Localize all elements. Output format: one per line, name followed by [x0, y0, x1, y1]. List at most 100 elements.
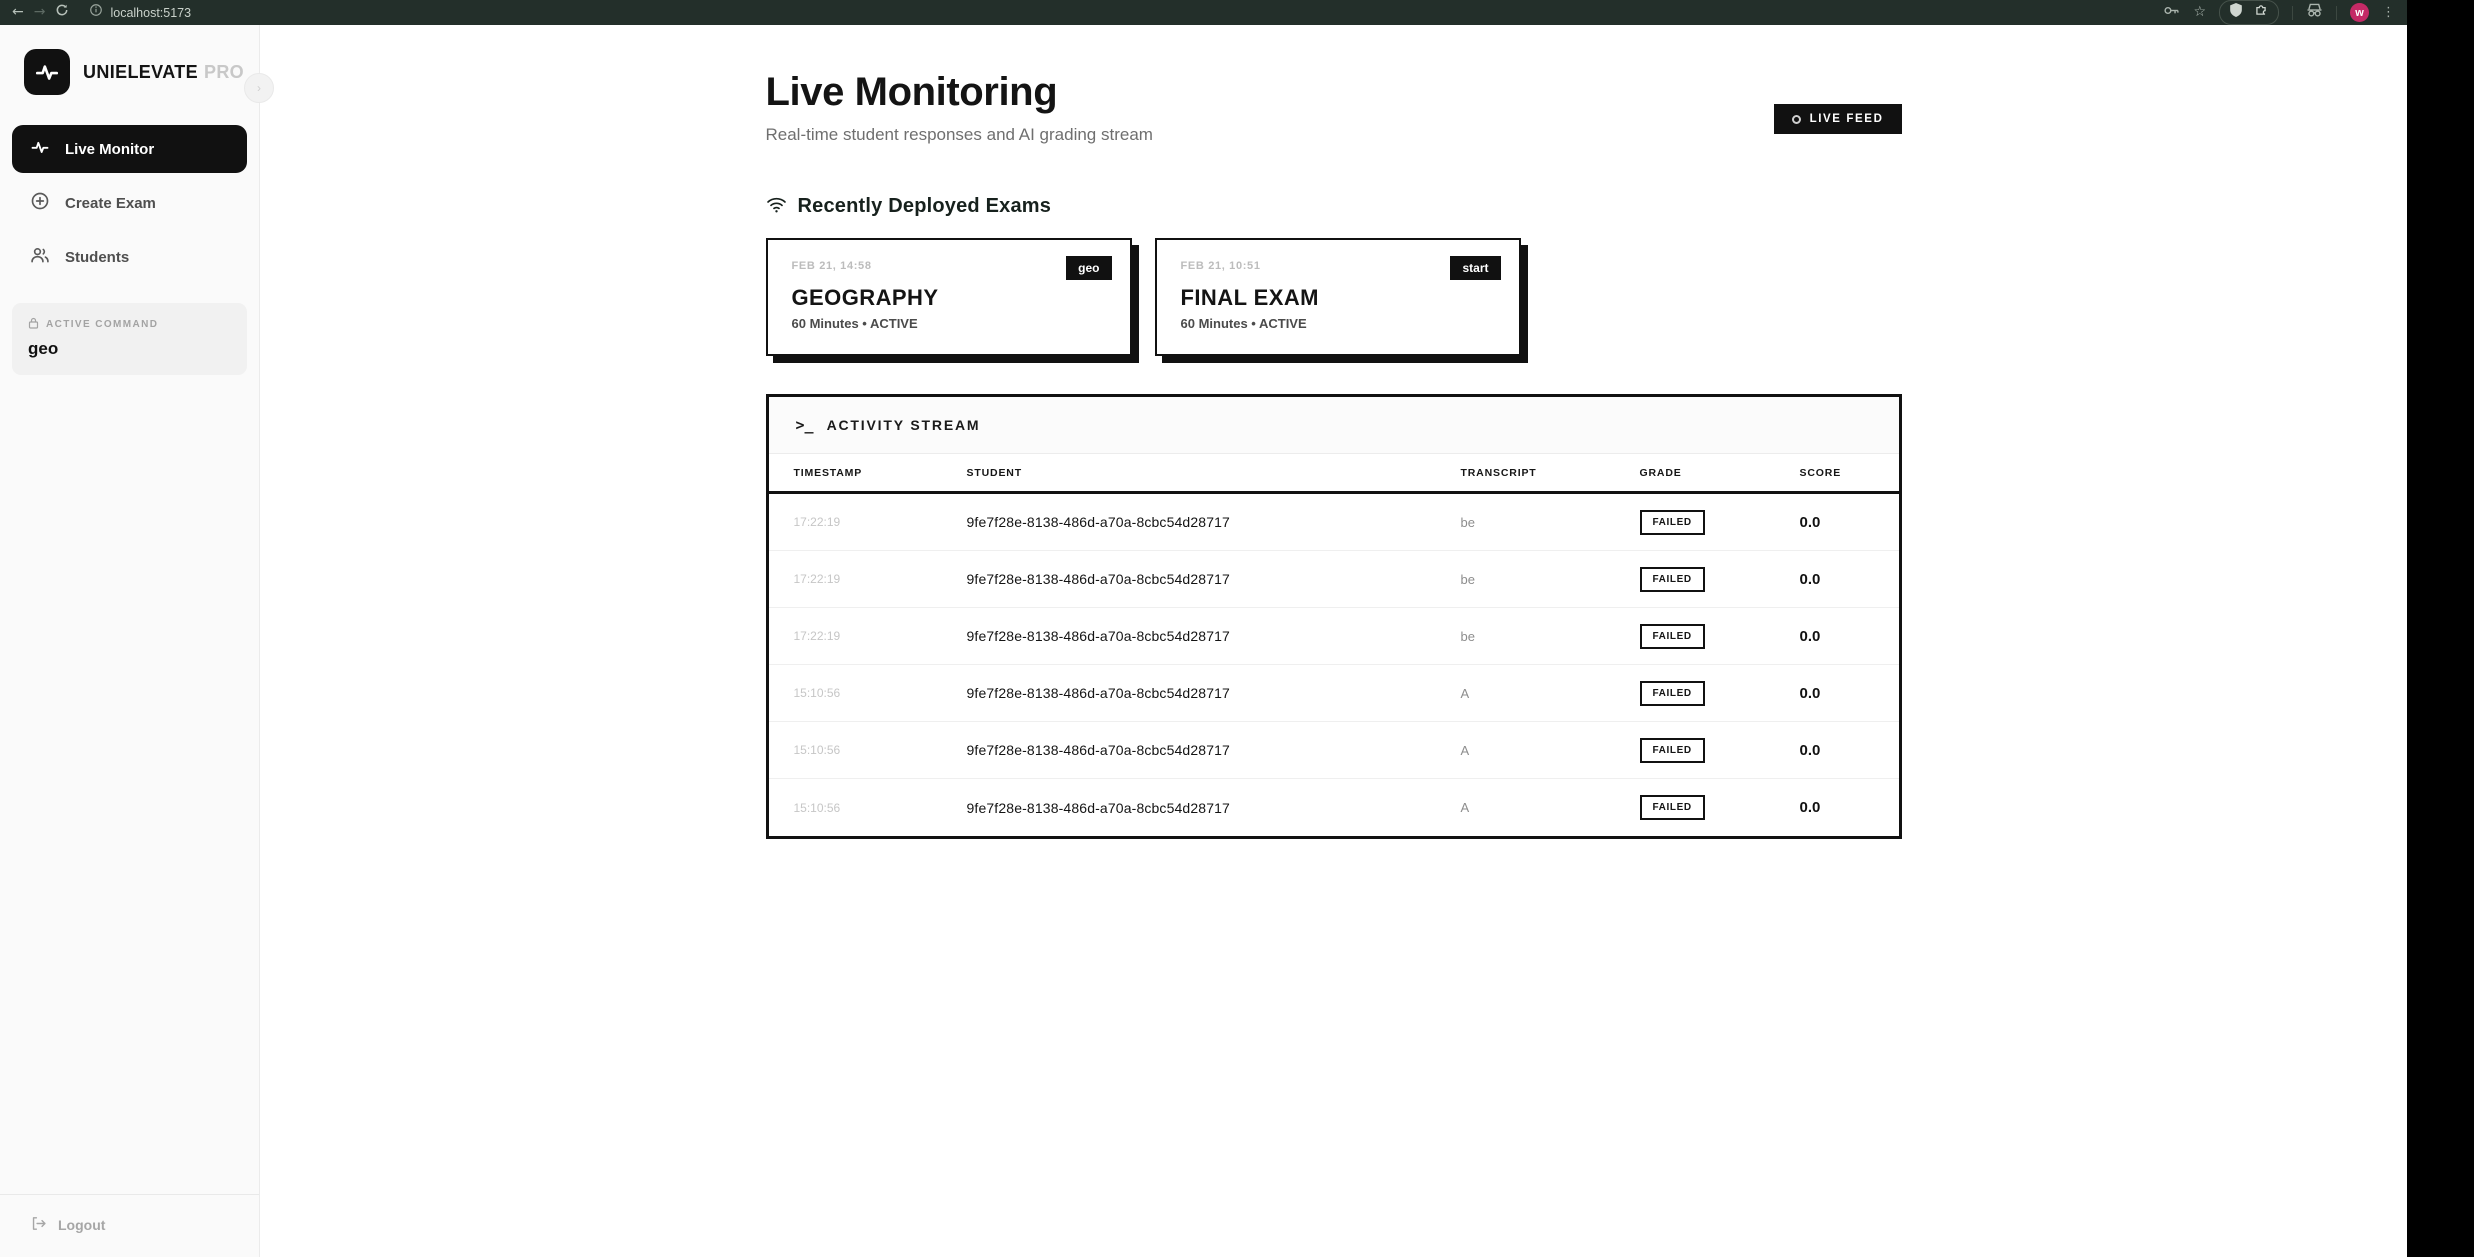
activity-stream-title: ACTIVITY STREAM [826, 417, 981, 433]
shield-icon[interactable] [2230, 3, 2242, 22]
wifi-icon [766, 196, 787, 218]
page-title: Live Monitoring [765, 70, 1058, 114]
logout-button[interactable]: Logout [0, 1194, 259, 1257]
refresh-icon[interactable] [55, 3, 69, 22]
logout-icon [30, 1215, 47, 1235]
brand-suffix: PRO [203, 61, 245, 82]
table-header-row: TIMESTAMP STUDENT TRANSCRIPT GRADE SCORE [768, 454, 1899, 494]
table-row[interactable]: 17:22:19 9fe7f28e-8138-486d-a70a-8cbc54d… [768, 551, 1899, 608]
sidebar-nav: Live Monitor Create Exam [12, 125, 247, 281]
grade-badge: FAILED [1639, 566, 1705, 592]
exam-date: FEB 21, 10:51 [1180, 260, 1261, 272]
browser-toolbar: ← → localhost:5173 ☆ [0, 0, 2407, 25]
grade-badge: FAILED [1639, 737, 1705, 763]
sidebar-collapse-button[interactable]: › [244, 73, 274, 103]
extensions-icon[interactable] [2254, 3, 2268, 22]
brand-name: UNIELEVATE PRO [83, 61, 245, 82]
pulse-icon [30, 137, 50, 161]
plus-circle-icon [30, 191, 50, 215]
sidebar-item-students[interactable]: Students [12, 233, 247, 281]
browser-menu-icon[interactable]: ⋮ [2382, 5, 2395, 20]
column-header-grade: GRADE [1639, 466, 1682, 479]
exam-date: FEB 21, 14:58 [791, 260, 872, 272]
active-command-value: geo [28, 339, 59, 358]
cell-timestamp: 17:22:19 [793, 572, 841, 586]
lock-icon [28, 317, 39, 332]
exam-tag-badge: start [1450, 256, 1501, 280]
cell-score: 0.0 [1799, 627, 1821, 645]
back-icon[interactable]: ← [12, 0, 24, 25]
exam-title: GEOGRAPHY [791, 285, 939, 310]
active-command-card: ACTIVE COMMAND geo [12, 303, 247, 375]
cell-transcript: be [1460, 628, 1475, 644]
sidebar-item-label: Students [65, 248, 130, 266]
cell-student-id: 9fe7f28e-8138-486d-a70a-8cbc54d28717 [966, 799, 1230, 816]
password-key-icon[interactable] [2163, 4, 2180, 22]
cell-student-id: 9fe7f28e-8138-486d-a70a-8cbc54d28717 [966, 571, 1230, 587]
cell-transcript: A [1460, 742, 1470, 758]
site-info-icon[interactable] [89, 3, 103, 22]
url-text: localhost:5173 [110, 5, 192, 20]
grade-badge: FAILED [1639, 623, 1705, 649]
exam-card-geography[interactable]: FEB 21, 14:58 geo GEOGRAPHY 60 Minutes •… [765, 238, 1132, 356]
live-feed-button[interactable]: LIVE FEED [1773, 104, 1902, 134]
exam-meta: 60 Minutes • ACTIVE [1180, 316, 1307, 331]
cell-transcript: A [1460, 685, 1470, 701]
cell-transcript: be [1460, 571, 1475, 587]
table-row[interactable]: 17:22:19 9fe7f28e-8138-486d-a70a-8cbc54d… [768, 494, 1899, 551]
incognito-icon[interactable] [2306, 3, 2323, 22]
cell-transcript: A [1460, 800, 1470, 815]
bookmark-star-icon[interactable]: ☆ [2193, 4, 2206, 20]
activity-stream-header: >_ ACTIVITY STREAM [768, 397, 1899, 454]
exam-meta: 60 Minutes • ACTIVE [791, 316, 918, 331]
live-dot-icon [1791, 114, 1801, 124]
cell-timestamp: 15:10:56 [793, 743, 841, 757]
column-header-student: STUDENT [966, 466, 1022, 479]
grade-badge: FAILED [1639, 795, 1705, 820]
page-subtitle: Real-time student responses and AI gradi… [765, 125, 1153, 144]
profile-avatar[interactable]: w [2350, 3, 2369, 22]
exam-cards: FEB 21, 14:58 geo GEOGRAPHY 60 Minutes •… [765, 238, 1902, 356]
terminal-icon: >_ [795, 416, 814, 434]
cell-timestamp: 17:22:19 [793, 629, 841, 643]
cell-timestamp: 15:10:56 [793, 800, 841, 815]
table-row[interactable]: 17:22:19 9fe7f28e-8138-486d-a70a-8cbc54d… [768, 608, 1899, 665]
address-bar[interactable]: localhost:5173 [89, 3, 191, 22]
column-header-transcript: TRANSCRIPT [1460, 466, 1537, 479]
brand: UNIELEVATE PRO [12, 49, 247, 95]
cell-transcript: be [1460, 514, 1475, 530]
table-row[interactable]: 15:10:56 9fe7f28e-8138-486d-a70a-8cbc54d… [768, 722, 1899, 779]
browser-actions: ☆ w ⋮ [2163, 0, 2395, 25]
logout-label: Logout [58, 1217, 106, 1233]
active-command-label: ACTIVE COMMAND [46, 319, 159, 330]
extensions-pill [2219, 0, 2279, 25]
column-header-score: SCORE [1799, 466, 1842, 479]
divider [2292, 5, 2293, 20]
sidebar-spacer [12, 375, 247, 1194]
exam-card-final-exam[interactable]: FEB 21, 10:51 start FINAL EXAM 60 Minute… [1154, 238, 1521, 356]
section-title: Recently Deployed Exams [797, 195, 1052, 217]
chevron-icon: › [257, 81, 261, 95]
sidebar-item-label: Create Exam [65, 194, 156, 212]
sidebar-item-label: Live Monitor [65, 140, 155, 158]
cell-score: 0.0 [1799, 799, 1821, 816]
table-row[interactable]: 15:10:56 9fe7f28e-8138-486d-a70a-8cbc54d… [769, 779, 1899, 836]
brand-pulse-icon [24, 49, 70, 95]
active-command-header: ACTIVE COMMAND [28, 317, 231, 332]
recent-exams-header: Recently Deployed Exams [766, 195, 1902, 218]
cell-student-id: 9fe7f28e-8138-486d-a70a-8cbc54d28717 [966, 685, 1230, 701]
exam-tag-badge: geo [1066, 256, 1112, 280]
users-icon [30, 245, 50, 269]
table-row[interactable]: 15:10:56 9fe7f28e-8138-486d-a70a-8cbc54d… [768, 665, 1899, 722]
sidebar-item-live-monitor[interactable]: Live Monitor [12, 125, 247, 173]
cell-student-id: 9fe7f28e-8138-486d-a70a-8cbc54d28717 [966, 514, 1230, 530]
forward-icon[interactable]: → [34, 0, 46, 25]
divider [2336, 5, 2337, 20]
page-header: Live Monitoring Real-time student respon… [766, 70, 1902, 145]
cell-score: 0.0 [1799, 570, 1821, 588]
cell-timestamp: 15:10:56 [793, 686, 841, 700]
grade-badge: FAILED [1639, 680, 1705, 706]
sidebar-item-create-exam[interactable]: Create Exam [12, 179, 247, 227]
cell-score: 0.0 [1799, 684, 1821, 702]
